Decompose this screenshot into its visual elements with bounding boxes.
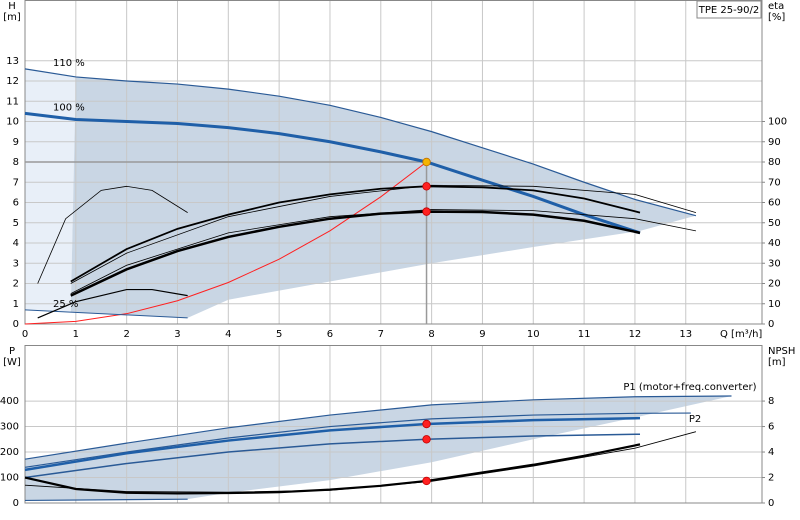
curve	[24, 412, 691, 468]
y2-tick-label: 70	[768, 177, 781, 188]
curve	[24, 498, 188, 502]
y2-axis-label: NPSH	[768, 346, 795, 357]
y-tick-label: 100	[0, 473, 19, 484]
curve-label: 110 %	[53, 58, 85, 69]
curve	[24, 395, 732, 460]
y2-axis-unit: [%]	[768, 12, 785, 23]
x-tick-label: 5	[276, 329, 282, 340]
y-tick-label: 1	[13, 299, 19, 310]
curve	[24, 416, 641, 472]
curve-label: P1 (motor+freq.converter)	[623, 382, 756, 393]
curve	[70, 209, 697, 294]
x-tick-label: 0	[22, 329, 28, 340]
y2-tick-label: 80	[768, 157, 781, 168]
curve	[24, 433, 641, 479]
y2-tick-label: 40	[768, 238, 781, 249]
duty-point	[422, 419, 431, 429]
y2-tick-label: 50	[768, 218, 781, 229]
x-tick-label: 6	[327, 329, 333, 340]
y-axis-unit: [m]	[3, 12, 21, 23]
y-tick-label: 0	[13, 319, 19, 330]
x-tick-label: 3	[174, 329, 180, 340]
x-axis-label: Q [m³/h]	[720, 329, 762, 340]
curve	[24, 68, 697, 217]
y-tick-label: 4	[13, 238, 19, 249]
y2-tick-label: 0	[768, 319, 774, 330]
y-tick-label: 11	[6, 96, 19, 107]
y2-tick-label: 6	[768, 422, 774, 433]
curve-label: 25 %	[53, 299, 78, 310]
y-axis-unit: [W]	[3, 357, 21, 368]
curve	[24, 431, 697, 493]
duty-point	[422, 182, 431, 191]
y2-axis-unit: [m]	[768, 357, 786, 368]
operating-area	[25, 68, 76, 312]
x-tick-label: 13	[679, 329, 692, 340]
plot-frame	[24, 345, 763, 504]
curve	[24, 161, 427, 325]
y-tick-label: 10	[6, 117, 19, 128]
y-axis-label: P	[9, 346, 15, 357]
y2-tick-label: 0	[768, 498, 774, 509]
x-tick-label: 8	[428, 329, 434, 340]
curve	[24, 111, 641, 235]
curve	[70, 210, 641, 297]
y-tick-label: 0	[13, 498, 19, 509]
duty-point	[422, 157, 431, 167]
y-tick-label: 5	[13, 218, 19, 229]
x-tick-label: 2	[123, 329, 129, 340]
y-axis-label: H	[8, 1, 16, 12]
x-tick-label: 10	[527, 329, 540, 340]
y-tick-label: 2	[13, 279, 19, 290]
y-tick-label: 13	[6, 56, 19, 67]
y-tick-label: 12	[6, 76, 19, 87]
operating-area	[70, 76, 696, 318]
duty-point	[422, 435, 431, 444]
y-tick-label: 9	[13, 137, 19, 148]
y2-tick-label: 4	[768, 447, 774, 458]
curve-label: 100 %	[53, 102, 85, 113]
y2-tick-label: 30	[768, 258, 781, 269]
x-tick-label: 11	[578, 329, 591, 340]
y-tick-label: 6	[13, 198, 19, 209]
curve	[70, 185, 641, 283]
y2-tick-label: 60	[768, 198, 781, 209]
y-tick-label: 3	[13, 258, 19, 269]
y2-tick-label: 20	[768, 279, 781, 290]
y-tick-label: 300	[0, 422, 19, 433]
y2-axis-label: eta	[768, 1, 784, 12]
x-tick-label: 9	[479, 329, 485, 340]
y2-tick-label: 10	[768, 299, 781, 310]
y2-tick-label: 90	[768, 137, 781, 148]
title-box	[696, 0, 762, 19]
y-tick-label: 400	[0, 396, 19, 407]
curve	[24, 443, 641, 495]
x-tick-label: 4	[225, 329, 231, 340]
x-tick-label: 12	[629, 329, 642, 340]
curve-label: P2	[689, 414, 701, 425]
curve	[37, 288, 188, 319]
y-tick-label: 8	[13, 157, 19, 168]
y2-tick-label: 8	[768, 396, 774, 407]
y2-tick-label: 100	[768, 117, 787, 128]
y-tick-label: 7	[13, 177, 19, 188]
curve	[37, 185, 188, 284]
curve	[70, 184, 697, 284]
chart-title: TPE 25-90/2	[698, 5, 759, 16]
y-tick-label: 200	[0, 447, 19, 458]
operating-area	[25, 395, 732, 501]
duty-point	[422, 476, 431, 486]
duty-point	[422, 207, 431, 216]
y2-tick-label: 2	[768, 473, 774, 484]
x-tick-label: 7	[378, 329, 384, 340]
x-tick-label: 1	[73, 329, 79, 340]
